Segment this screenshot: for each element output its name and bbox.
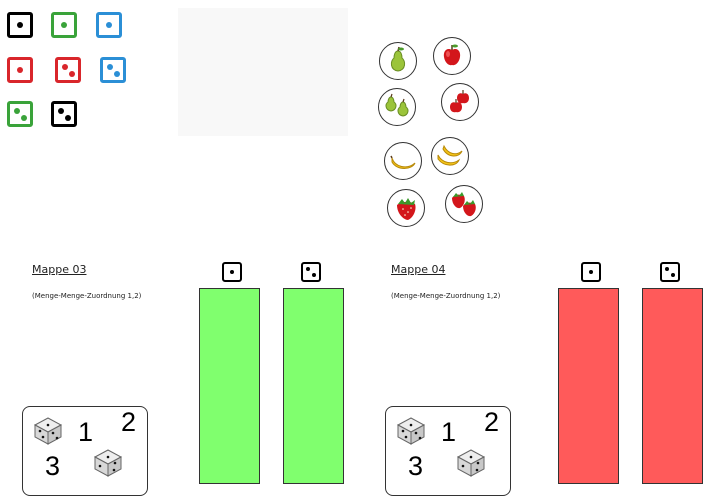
folder-title: Mappe 03: [32, 263, 87, 276]
pip: [65, 115, 71, 121]
die-card-black-1[interactable]: [7, 12, 33, 38]
pip: [62, 64, 68, 70]
pip: [106, 22, 112, 28]
fruit-card-pear-1[interactable]: [379, 42, 417, 80]
pip: [312, 273, 316, 277]
column-header-die-1: [222, 262, 242, 282]
die-card-green-2[interactable]: [7, 101, 33, 127]
banana-icon: [437, 144, 463, 166]
fruit-card-strawberry-2[interactable]: [445, 185, 483, 223]
die-card-green-1[interactable]: [51, 12, 77, 38]
blank-panel: [178, 8, 348, 136]
die-card-blue-2[interactable]: [100, 57, 126, 83]
fruit-card-banana-2[interactable]: [431, 137, 469, 175]
strawberry-icon: [452, 192, 476, 217]
pip: [230, 270, 234, 274]
card-number-2: 2: [121, 407, 137, 437]
pip: [107, 64, 113, 70]
fruit-card-pear-2[interactable]: [378, 88, 416, 126]
number-card[interactable]: 1 2 3: [22, 406, 148, 496]
folder-subtitle: (Menge-Menge-Zuordnung 1,2): [32, 292, 142, 300]
pip: [17, 22, 23, 28]
pip: [14, 108, 20, 114]
folder-title: Mappe 04: [391, 263, 446, 276]
apple-icon: [443, 44, 461, 66]
die-card-black-2[interactable]: [51, 101, 77, 127]
drop-column-1[interactable]: [199, 288, 260, 484]
dice-icon: [33, 417, 63, 445]
number-card[interactable]: 1 2 3: [385, 406, 511, 496]
pip: [17, 67, 23, 73]
pip: [306, 267, 310, 271]
drop-column-2[interactable]: [642, 288, 703, 484]
pip: [114, 71, 120, 77]
apple-icon: [450, 90, 469, 113]
die-card-blue-1[interactable]: [96, 12, 122, 38]
pip: [58, 108, 64, 114]
pear-icon: [390, 46, 406, 72]
banana-icon: [390, 155, 416, 169]
card-number-3: 3: [408, 451, 424, 481]
pip: [69, 71, 75, 77]
card-number-1: 1: [441, 417, 457, 447]
dice-icon: [396, 417, 426, 445]
dice-icon: [456, 449, 486, 477]
fruit-card-apple-2[interactable]: [441, 83, 479, 121]
die-card-red-2[interactable]: [55, 57, 81, 83]
column-header-die-2: [660, 262, 680, 282]
fruit-card-banana-1[interactable]: [384, 142, 422, 180]
folder-subtitle: (Menge-Menge-Zuordnung 1,2): [391, 292, 501, 300]
fruit-card-apple-1[interactable]: [433, 37, 471, 75]
pip: [589, 270, 593, 274]
card-number-1: 1: [78, 417, 94, 447]
card-number-2: 2: [484, 407, 500, 437]
pip: [61, 22, 67, 28]
drop-column-2[interactable]: [283, 288, 344, 484]
pear-icon: [385, 93, 409, 117]
dice-icon: [93, 449, 123, 477]
drop-column-1[interactable]: [558, 288, 619, 484]
fruit-card-strawberry-1[interactable]: [387, 189, 425, 227]
strawberry-icon: [397, 198, 416, 220]
die-card-red-1[interactable]: [7, 57, 33, 83]
pip: [671, 273, 675, 277]
column-header-die-1: [581, 262, 601, 282]
card-number-3: 3: [45, 451, 61, 481]
column-header-die-2: [301, 262, 321, 282]
pip: [665, 267, 669, 271]
pip: [21, 115, 27, 121]
